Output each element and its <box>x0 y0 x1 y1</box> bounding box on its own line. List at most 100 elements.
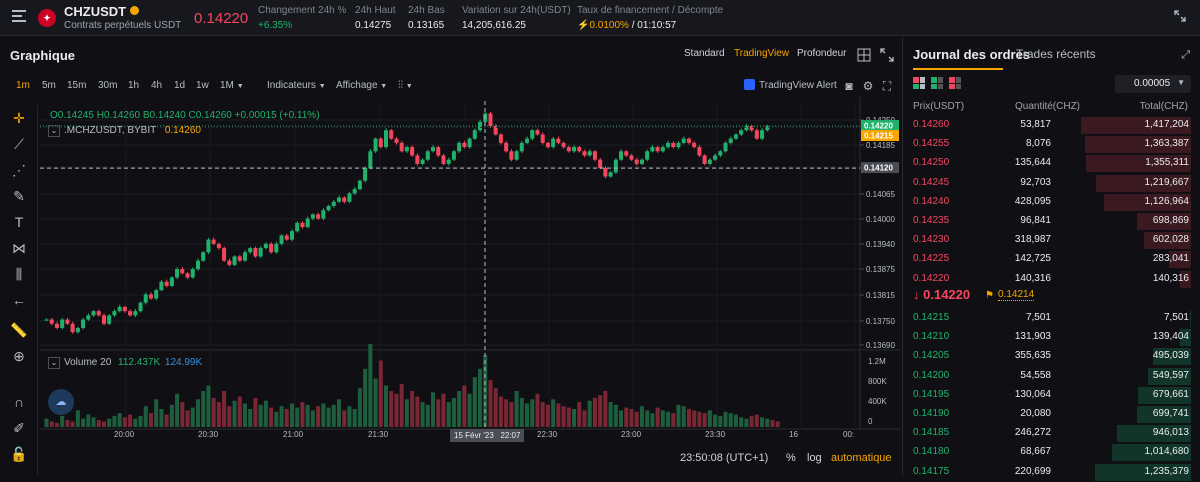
timeframe-1M[interactable]: 1M ▼ <box>220 80 244 91</box>
mode-asks-icon[interactable] <box>949 77 961 89</box>
bid-row[interactable]: 0.14200 54,558 549,597 <box>903 367 1200 386</box>
settings-icon[interactable]: ⚙ <box>862 79 874 93</box>
bid-row[interactable]: 0.14205 355,635 495,039 <box>903 347 1200 366</box>
candle <box>545 142 550 148</box>
brush-icon[interactable]: ✎ <box>13 188 25 204</box>
auto-toggle[interactable]: automatique <box>831 452 892 464</box>
crosshair-icon[interactable]: ✛ <box>13 110 25 126</box>
text-icon[interactable]: T <box>14 214 24 230</box>
price-step-select[interactable]: 0.00005 ▼ <box>1115 75 1191 93</box>
ask-row[interactable]: 0.14240 428,095 1,126,964 <box>903 193 1200 212</box>
tradingview-alert-button[interactable]: TradingView Alert <box>744 79 837 91</box>
candle <box>180 269 185 274</box>
fib-tool-icon[interactable]: ⋰ <box>12 162 26 178</box>
mode-both-icon[interactable] <box>913 77 925 89</box>
volume-bar <box>352 409 357 427</box>
price-tag-label: 0.14215 <box>864 132 893 141</box>
arrow-left-icon[interactable]: ← <box>12 292 26 308</box>
volume-bar <box>707 410 712 427</box>
tab-standard[interactable]: Standard <box>684 48 725 59</box>
trendline-icon[interactable]: ⟋ <box>14 136 24 152</box>
candle <box>159 281 164 291</box>
indicators-button[interactable]: Indicateurs ▼ <box>267 80 326 91</box>
candlestick-chart[interactable]: 0.142500.141850.141250.140650.140000.139… <box>0 37 900 475</box>
bid-row[interactable]: 0.14215 7,501 7,501 <box>903 309 1200 328</box>
tab-depth[interactable]: Profondeur <box>797 48 847 59</box>
symbol-selector[interactable]: CHZUSDT <box>64 4 140 19</box>
collapse-icon[interactable]: ⌄ <box>48 357 60 369</box>
mode-bids-icon[interactable] <box>931 77 943 89</box>
display-button[interactable]: Affichage ▼ <box>336 80 387 91</box>
candle <box>613 159 618 173</box>
stat-label-change: Changement 24h % <box>258 5 347 16</box>
candle <box>504 142 509 152</box>
ask-row[interactable]: 0.14255 8,076 1,363,387 <box>903 135 1200 154</box>
bid-row[interactable]: 0.14180 68,667 1,014,680 <box>903 443 1200 462</box>
volume-bar <box>75 410 80 427</box>
tab-recent-trades[interactable]: Trades récents <box>1016 47 1096 61</box>
timeframe-4h[interactable]: 4h <box>151 80 163 91</box>
timeframe-15m[interactable]: 15m <box>67 80 87 91</box>
ask-total: 1,355,311 <box>1145 157 1189 169</box>
timeframe-30m[interactable]: 30m <box>98 80 118 91</box>
ask-row[interactable]: 0.14260 53,817 1,417,204 <box>903 116 1200 135</box>
ask-row[interactable]: 0.14220 140,316 140,316 <box>903 270 1200 289</box>
lock-drawings-icon[interactable]: ✐ <box>13 420 25 436</box>
bid-row[interactable]: 0.14190 20,080 699,741 <box>903 405 1200 424</box>
camera-icon[interactable]: ◙ <box>845 79 853 93</box>
lock-icon[interactable]: 🔓 <box>10 446 28 462</box>
info-icon[interactable] <box>130 6 140 15</box>
drawing-toolbar: ✛ ⟋ ⋰ ✎ T ⋈ ⫼ ← 📏 ⊕ ∩ ✐ 🔓 <box>0 105 38 475</box>
volume-bar <box>582 410 587 427</box>
candle <box>295 222 300 232</box>
volume-bar <box>133 418 138 427</box>
series-legend[interactable]: ⌄ .MCHZUSDT, BYBIT 0.14260 <box>48 125 201 137</box>
log-toggle[interactable]: log <box>807 452 822 464</box>
zoom-in-icon[interactable]: ⊕ <box>13 348 25 364</box>
fullscreen-chart-icon[interactable]: ⛶ <box>882 79 892 93</box>
mid-price-value: 0.14220 <box>923 287 971 302</box>
candle <box>253 248 258 257</box>
timeframe-1m[interactable]: 1m <box>16 80 30 91</box>
step-value: 0.00005 <box>1134 78 1171 89</box>
collapse-icon[interactable]: ⌄ <box>48 125 60 137</box>
tab-tradingview[interactable]: TradingView <box>734 48 790 59</box>
ruler-icon[interactable]: 📏 <box>10 322 28 338</box>
timeframe-5m[interactable]: 5m <box>42 80 56 91</box>
candle <box>540 134 545 143</box>
candle <box>206 239 211 253</box>
bid-row[interactable]: 0.14210 131,903 139,404 <box>903 328 1200 347</box>
bid-row[interactable]: 0.14175 220,699 1,235,379 <box>903 463 1200 482</box>
ask-price: 0.14225 <box>913 253 950 265</box>
timeframe-1w[interactable]: 1w <box>196 80 209 91</box>
volume-bar <box>410 391 415 427</box>
fullscreen-icon[interactable] <box>880 48 894 62</box>
ask-row[interactable]: 0.14235 96,841 698,869 <box>903 212 1200 231</box>
pattern-icon[interactable]: ⋈ <box>12 240 26 256</box>
bid-row[interactable]: 0.14185 246,272 946,013 <box>903 424 1200 443</box>
candle <box>686 138 691 143</box>
ask-row[interactable]: 0.14230 318,987 602,028 <box>903 231 1200 250</box>
timeframe-1d[interactable]: 1d <box>174 80 186 91</box>
volume-bar <box>535 393 540 427</box>
volume-bar <box>488 379 493 427</box>
ask-total: 1,363,387 <box>1144 138 1190 150</box>
tab-orderbook[interactable]: Journal des ordres <box>913 47 1031 62</box>
ask-row[interactable]: 0.14250 135,644 1,355,311 <box>903 154 1200 173</box>
volume-bar <box>159 409 164 427</box>
volume-legend[interactable]: ⌄ Volume 20 112.437K 124.99K <box>48 357 202 369</box>
grid-layout-icon[interactable] <box>857 48 871 62</box>
candle <box>733 134 738 139</box>
timeframe-1h[interactable]: 1h <box>128 80 140 91</box>
expand-icon[interactable]: ⤢ <box>1181 49 1190 61</box>
ask-row[interactable]: 0.14245 92,703 1,219,667 <box>903 174 1200 193</box>
magnet-icon[interactable]: ∩ <box>13 394 25 410</box>
bid-row[interactable]: 0.14195 130,064 679,661 <box>903 386 1200 405</box>
ask-total: 140,316 <box>1152 272 1189 284</box>
ask-row[interactable]: 0.14225 142,725 283,041 <box>903 250 1200 269</box>
menu-icon[interactable] <box>12 10 26 22</box>
expand-icon[interactable] <box>1174 10 1186 22</box>
chart-type-button[interactable]: ⫶⫶ ▼ <box>398 80 413 91</box>
percent-toggle[interactable]: % <box>786 452 796 464</box>
measure-icon[interactable]: ⫼ <box>15 266 23 282</box>
